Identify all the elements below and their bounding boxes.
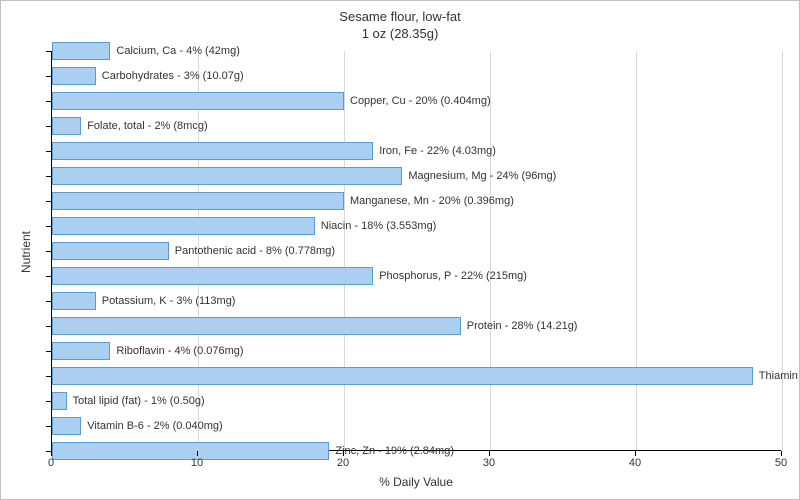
bar-label: Calcium, Ca - 4% (42mg) (116, 45, 239, 57)
y-tick-mark (46, 401, 51, 402)
gridline (344, 51, 345, 450)
bar (52, 67, 96, 85)
bar-label: Carbohydrates - 3% (10.07g) (102, 70, 244, 82)
chart-container: Sesame flour, low-fat 1 oz (28.35g) Calc… (0, 0, 800, 500)
bar (52, 342, 110, 360)
bar (52, 142, 373, 160)
bar-label: Vitamin B-6 - 2% (0.040mg) (87, 420, 223, 432)
x-tick-label: 50 (775, 457, 787, 469)
x-tick-mark (51, 451, 52, 456)
bar-label: Zinc, Zn - 19% (2.84mg) (335, 445, 454, 457)
x-axis-label: % Daily Value (379, 475, 453, 489)
chart-title-line1: Sesame flour, low-fat (1, 9, 799, 26)
bar-label: Thiamin - 48% (0.713mg) (759, 370, 800, 382)
bar (52, 267, 373, 285)
x-tick-label: 30 (483, 457, 495, 469)
x-tick-mark (489, 451, 490, 456)
y-tick-mark (46, 226, 51, 227)
y-tick-mark (46, 201, 51, 202)
y-tick-mark (46, 376, 51, 377)
x-tick-mark (197, 451, 198, 456)
bar (52, 117, 81, 135)
bar (52, 192, 344, 210)
y-tick-mark (46, 76, 51, 77)
y-tick-mark (46, 176, 51, 177)
gridline (782, 51, 783, 450)
bar (52, 167, 402, 185)
bar-label: Pantothenic acid - 8% (0.778mg) (175, 245, 335, 257)
x-tick-label: 20 (337, 457, 349, 469)
x-tick-mark (635, 451, 636, 456)
gridline (490, 51, 491, 450)
bar (52, 217, 315, 235)
x-tick-mark (781, 451, 782, 456)
y-tick-mark (46, 251, 51, 252)
bar-label: Total lipid (fat) - 1% (0.50g) (73, 395, 205, 407)
y-tick-mark (46, 101, 51, 102)
bar (52, 92, 344, 110)
bar (52, 242, 169, 260)
y-tick-mark (46, 126, 51, 127)
y-tick-mark (46, 276, 51, 277)
bar-label: Iron, Fe - 22% (4.03mg) (379, 145, 496, 157)
y-axis-label: Nutrient (19, 231, 33, 273)
y-tick-mark (46, 351, 51, 352)
y-tick-mark (46, 151, 51, 152)
bar-label: Protein - 28% (14.21g) (467, 320, 578, 332)
gridline (636, 51, 637, 450)
y-tick-mark (46, 326, 51, 327)
x-tick-label: 10 (191, 457, 203, 469)
y-tick-mark (46, 51, 51, 52)
chart-title-line2: 1 oz (28.35g) (1, 26, 799, 43)
bar-label: Manganese, Mn - 20% (0.396mg) (350, 195, 514, 207)
bar-label: Riboflavin - 4% (0.076mg) (116, 345, 243, 357)
x-tick-label: 0 (48, 457, 54, 469)
y-tick-mark (46, 451, 51, 452)
x-tick-label: 40 (629, 457, 641, 469)
bar (52, 367, 753, 385)
bar (52, 392, 67, 410)
x-tick-mark (343, 451, 344, 456)
bar (52, 42, 110, 60)
bar (52, 317, 461, 335)
y-tick-mark (46, 426, 51, 427)
bar-label: Copper, Cu - 20% (0.404mg) (350, 95, 491, 107)
bar (52, 417, 81, 435)
bar-label: Phosphorus, P - 22% (215mg) (379, 270, 527, 282)
bar (52, 292, 96, 310)
bar-label: Potassium, K - 3% (113mg) (102, 295, 236, 307)
bar-label: Folate, total - 2% (8mcg) (87, 120, 207, 132)
chart-title-block: Sesame flour, low-fat 1 oz (28.35g) (1, 9, 799, 43)
y-tick-mark (46, 301, 51, 302)
plot-area: Calcium, Ca - 4% (42mg)Carbohydrates - 3… (51, 51, 781, 451)
bar-label: Magnesium, Mg - 24% (96mg) (408, 170, 556, 182)
bar-label: Niacin - 18% (3.553mg) (321, 220, 437, 232)
